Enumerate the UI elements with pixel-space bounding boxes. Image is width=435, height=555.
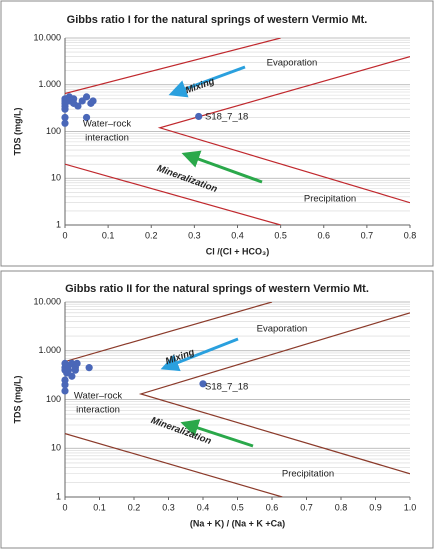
x-tick-label: 0: [62, 502, 67, 512]
y-tick-label: 100: [46, 394, 61, 404]
annotation: Precipitation: [282, 469, 334, 480]
x-tick-label: 0.1: [93, 502, 106, 512]
panel-border: [0, 0, 434, 267]
data-point: [71, 366, 79, 374]
y-tick-label: 10: [51, 443, 61, 453]
annotation: S18_7_18: [205, 382, 248, 393]
annotation: S18_7_18: [205, 112, 248, 123]
data-point: [74, 102, 82, 110]
x-tick-label: 0.5: [274, 230, 287, 240]
boundary-line: [65, 432, 283, 497]
x-tick-label: 0.7: [361, 230, 374, 240]
data-point: [61, 387, 69, 395]
annotation: Evaporation: [267, 58, 318, 69]
data-point: [61, 119, 69, 127]
annotation: Evaporation: [257, 324, 308, 335]
annotation: Precipitation: [304, 194, 356, 205]
data-point: [195, 112, 203, 121]
x-tick-label: 0.2: [145, 230, 158, 240]
x-tick-label: 1.0: [404, 502, 417, 512]
boundary-line: [65, 302, 273, 363]
x-tick-label: 0.5: [231, 502, 244, 512]
annotation: Water–rock: [83, 119, 131, 130]
y-tick-label: 1: [56, 219, 61, 229]
boundary-line: [65, 38, 281, 95]
boundary-line: [138, 312, 410, 475]
x-axis-label: Cl /(Cl + HCO₃): [206, 246, 269, 256]
y-tick-label: 10: [51, 173, 61, 183]
y-tick-label: 100: [46, 126, 61, 136]
x-tick-label: 0.4: [197, 502, 210, 512]
y-axis-label: TDS (mg/L): [12, 108, 22, 156]
data-point: [61, 113, 69, 122]
annotation: Water–rock: [74, 391, 122, 402]
data-point: [61, 105, 69, 113]
data-point: [73, 359, 81, 368]
y-tick-label: 10.000: [33, 32, 61, 42]
x-tick-label: 0.6: [266, 502, 279, 512]
data-point: [82, 93, 91, 101]
y-tick-label: 1.000: [38, 345, 61, 355]
x-tick-label: 0: [62, 230, 67, 240]
x-tick-label: 0.6: [317, 230, 330, 240]
boundary-line: [65, 163, 281, 225]
y-axis-label: TDS (mg/L): [12, 376, 22, 424]
y-tick-label: 10.000: [33, 296, 61, 306]
arrow: [168, 65, 246, 98]
data-point: [61, 381, 69, 389]
data-point: [85, 364, 93, 372]
x-tick-label: 0.8: [335, 502, 348, 512]
boundary-line: [157, 56, 410, 204]
data-point: [64, 366, 73, 374]
x-tick-label: 0.2: [128, 502, 141, 512]
annotation: interaction: [85, 133, 129, 144]
annotation: Mineralization: [155, 163, 218, 195]
chart-title: Gibbs ratio II for the natural springs o…: [65, 283, 369, 295]
data-point: [199, 380, 207, 388]
arrow: [180, 419, 254, 448]
x-tick-label: 0.7: [300, 502, 313, 512]
x-tick-label: 0.4: [231, 230, 244, 240]
y-tick-label: 1.000: [38, 79, 61, 89]
x-tick-label: 0.3: [162, 502, 175, 512]
data-point: [82, 113, 91, 122]
x-axis-label: (Na + K) / (Na + K +Ca): [190, 518, 285, 528]
y-tick-label: 1: [56, 491, 61, 501]
x-tick-label: 0.8: [404, 230, 417, 240]
annotation: Mixing: [184, 76, 216, 97]
arrow: [181, 150, 263, 184]
annotation: Mixing: [164, 347, 196, 368]
arrow: [160, 337, 239, 372]
annotation: interaction: [76, 405, 120, 416]
chart-title: Gibbs ratio I for the natural springs of…: [67, 14, 368, 26]
x-tick-label: 0.3: [188, 230, 201, 240]
x-tick-label: 0.9: [369, 502, 382, 512]
panel-border: [0, 270, 434, 549]
x-tick-label: 0.1: [102, 230, 115, 240]
data-point: [89, 97, 97, 105]
data-point: [68, 372, 76, 380]
